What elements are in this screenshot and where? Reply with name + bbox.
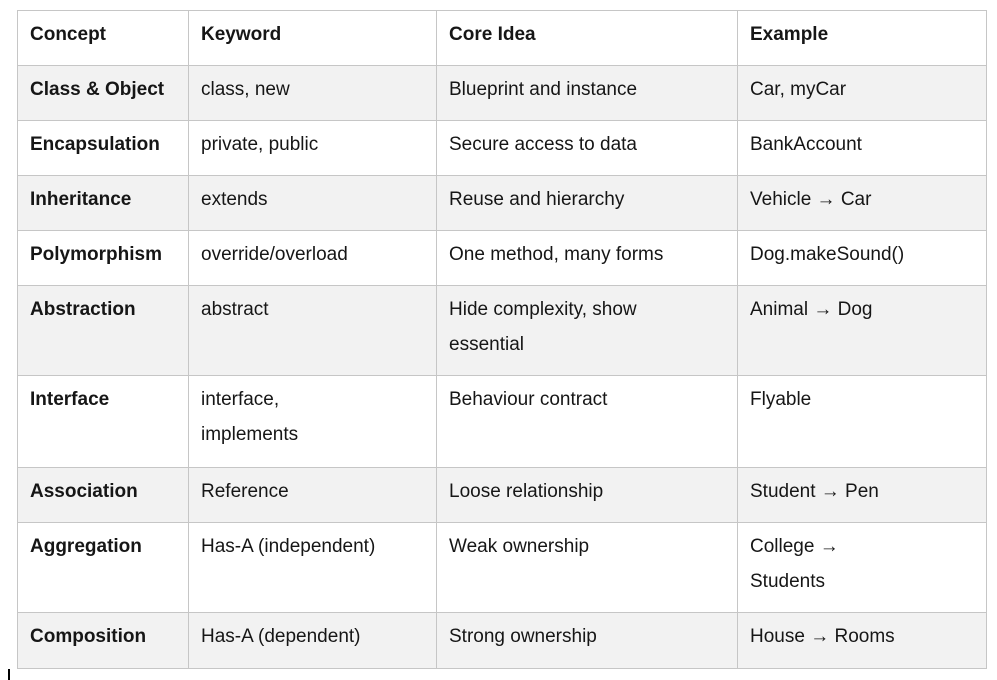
concept-cell[interactable]: Association — [17, 467, 189, 523]
keyword-cell[interactable]: extends — [188, 175, 437, 231]
keyword-cell[interactable]: private, public — [188, 120, 437, 176]
keyword-cell[interactable]: class, new — [188, 65, 437, 121]
example-cell[interactable]: BankAccount — [737, 120, 987, 176]
example-cell[interactable]: Dog.makeSound() — [737, 230, 987, 286]
table-row: Abstraction abstract Hide complexity, sh… — [17, 285, 987, 376]
core-idea-cell[interactable]: Behaviour contract — [436, 375, 738, 468]
keyword-cell[interactable]: interface, implements — [188, 375, 437, 468]
header-example[interactable]: Example — [737, 10, 987, 66]
concept-cell[interactable]: Encapsulation — [17, 120, 189, 176]
keyword-cell[interactable]: Has-A (dependent) — [188, 612, 437, 669]
example-cell[interactable]: Car, myCar — [737, 65, 987, 121]
example-cell[interactable]: Animal → Dog — [737, 285, 987, 376]
example-cell[interactable]: Flyable — [737, 375, 987, 468]
table-row: Class & Object class, new Blueprint and … — [17, 65, 987, 121]
table-row: Association Reference Loose relationship… — [17, 467, 987, 523]
core-idea-cell[interactable]: Strong ownership — [436, 612, 738, 669]
header-concept[interactable]: Concept — [17, 10, 189, 66]
text-caret — [8, 669, 10, 680]
concept-cell[interactable]: Polymorphism — [17, 230, 189, 286]
keyword-cell[interactable]: Has-A (independent) — [188, 522, 437, 613]
core-idea-cell[interactable]: Weak ownership — [436, 522, 738, 613]
table-row: Encapsulation private, public Secure acc… — [17, 120, 987, 176]
keyword-cell[interactable]: abstract — [188, 285, 437, 376]
example-cell[interactable]: College → Students — [737, 522, 987, 613]
header-row: Concept Keyword Core Idea Example — [17, 10, 987, 66]
example-cell[interactable]: Student → Pen — [737, 467, 987, 523]
table-row: Aggregation Has-A (independent) Weak own… — [17, 522, 987, 613]
concept-cell[interactable]: Class & Object — [17, 65, 189, 121]
concept-cell[interactable]: Composition — [17, 612, 189, 669]
core-idea-cell[interactable]: Blueprint and instance — [436, 65, 738, 121]
oop-concepts-table: Concept Keyword Core Idea Example Class … — [17, 10, 987, 669]
concept-cell[interactable]: Aggregation — [17, 522, 189, 613]
core-idea-cell[interactable]: One method, many forms — [436, 230, 738, 286]
keyword-cell[interactable]: override/overload — [188, 230, 437, 286]
table-row: Interface interface, implements Behaviou… — [17, 375, 987, 468]
table-row: Composition Has-A (dependent) Strong own… — [17, 612, 987, 669]
core-idea-cell[interactable]: Hide complexity, show essential — [436, 285, 738, 376]
example-cell[interactable]: House → Rooms — [737, 612, 987, 669]
table-row: Inheritance extends Reuse and hierarchy … — [17, 175, 987, 231]
concept-cell[interactable]: Interface — [17, 375, 189, 468]
concept-cell[interactable]: Abstraction — [17, 285, 189, 376]
table-row: Polymorphism override/overload One metho… — [17, 230, 987, 286]
header-core-idea[interactable]: Core Idea — [436, 10, 738, 66]
header-keyword[interactable]: Keyword — [188, 10, 437, 66]
core-idea-cell[interactable]: Reuse and hierarchy — [436, 175, 738, 231]
core-idea-cell[interactable]: Loose relationship — [436, 467, 738, 523]
example-cell[interactable]: Vehicle → Car — [737, 175, 987, 231]
concept-cell[interactable]: Inheritance — [17, 175, 189, 231]
core-idea-cell[interactable]: Secure access to data — [436, 120, 738, 176]
keyword-cell[interactable]: Reference — [188, 467, 437, 523]
